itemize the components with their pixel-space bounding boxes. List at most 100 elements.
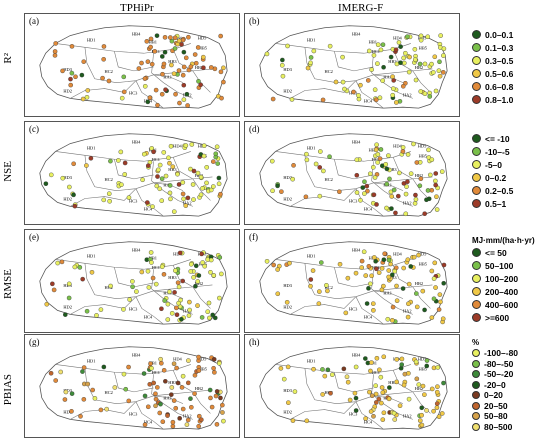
station-marker <box>390 74 395 79</box>
station-marker <box>211 365 216 371</box>
station-marker <box>417 61 423 67</box>
station-marker <box>441 46 447 51</box>
station-marker <box>436 307 442 312</box>
station-marker <box>60 68 65 74</box>
map-panel-a: HD1HB4HB1HD3HC2HC1HB3HD4HD2HC3HA1HB2HB5H… <box>24 13 240 117</box>
station-marker <box>398 365 404 371</box>
plateau-map: HD1HB4HB1HD3HC2HC1HB3HD4HD2HC3HA1HB2HB5H… <box>259 133 448 217</box>
station-marker <box>406 396 412 402</box>
station-marker <box>414 376 420 382</box>
station-marker <box>192 373 198 378</box>
station-marker <box>151 380 156 386</box>
station-marker <box>163 87 168 92</box>
station-marker <box>412 47 418 52</box>
region-label: HB5 <box>419 261 428 266</box>
region-label: HB2 <box>195 173 203 178</box>
station-marker <box>381 410 387 416</box>
region-label: HB2 <box>195 386 203 391</box>
station-marker <box>412 201 418 206</box>
station-marker <box>390 318 395 323</box>
station-marker <box>330 372 335 377</box>
station-marker <box>308 60 313 66</box>
station-marker <box>380 78 385 83</box>
station-marker <box>406 281 412 287</box>
station-marker <box>208 187 214 193</box>
map-panel-g: HD1 HB4 HB1 HD3 HC2 HC1 HB3 HD4 HD2 HC3 HA1 HB2 HB5 H… <box>24 334 240 438</box>
station-marker <box>53 378 58 383</box>
station-marker <box>68 82 73 88</box>
station-marker <box>281 376 287 382</box>
station-marker <box>411 254 417 260</box>
station-marker <box>401 55 406 61</box>
legend-dot-icon <box>472 173 481 182</box>
station-marker <box>431 408 436 414</box>
station-marker <box>320 97 326 103</box>
legend-item: -80–-50 <box>472 359 518 370</box>
station-marker <box>379 385 385 390</box>
station-marker <box>384 181 390 187</box>
station-marker <box>191 197 196 202</box>
station-marker <box>377 95 383 101</box>
station-marker <box>392 268 398 274</box>
station-marker <box>433 88 439 94</box>
station-marker <box>219 271 224 277</box>
station-marker <box>148 250 154 255</box>
station-marker <box>271 262 276 268</box>
station-marker <box>371 192 377 198</box>
station-marker <box>384 205 389 211</box>
legend-dot-icon <box>472 248 481 257</box>
region-label: HC2 <box>105 285 113 290</box>
region-label: HD2 <box>283 409 292 414</box>
station-marker <box>44 301 50 307</box>
station-marker <box>382 251 387 256</box>
station-marker <box>304 418 310 424</box>
station-marker <box>136 66 142 71</box>
station-marker <box>207 387 213 393</box>
legend-item: >=600 <box>472 311 535 324</box>
station-marker <box>176 284 182 290</box>
station-marker <box>163 379 168 384</box>
station-marker <box>342 86 347 92</box>
station-marker <box>390 272 395 278</box>
station-marker <box>379 266 385 271</box>
station-marker <box>170 164 176 169</box>
station-marker <box>373 147 379 153</box>
station-marker <box>85 88 91 93</box>
station-marker <box>434 207 440 212</box>
station-marker <box>284 300 290 305</box>
station-marker <box>187 307 192 313</box>
station-marker <box>376 270 382 275</box>
station-marker <box>362 191 367 196</box>
legend-dot-icon <box>472 56 481 65</box>
station-marker <box>280 63 285 68</box>
station-marker <box>208 257 214 263</box>
plateau-outline <box>259 241 448 325</box>
station-marker <box>94 313 99 318</box>
station-marker <box>217 361 222 366</box>
region-boundary <box>355 296 384 325</box>
station-marker <box>144 39 150 44</box>
station-marker <box>424 197 429 203</box>
region-label: HD2 <box>283 304 292 309</box>
column-title-tphipr: TPHiPr <box>120 2 154 14</box>
station-marker <box>81 59 87 64</box>
plateau-map: HD1HB4HB1HD3HC2HC1HB3HD4HD2HC3HA1HB2HB5H… <box>259 346 448 430</box>
station-marker <box>380 417 386 422</box>
station-marker <box>437 292 443 297</box>
station-marker <box>84 163 89 168</box>
region-label: HB1 <box>369 147 377 152</box>
region-boundary <box>151 161 193 207</box>
station-marker <box>148 36 154 42</box>
legend-item: -50–-20 <box>472 369 518 380</box>
station-marker <box>155 174 160 179</box>
legend-item: 200–400 <box>472 285 535 298</box>
station-marker <box>50 281 55 287</box>
station-marker <box>153 403 158 409</box>
station-marker <box>198 192 204 198</box>
station-marker <box>220 410 225 415</box>
region-label: HB5 <box>419 153 428 158</box>
region-boundary <box>192 391 211 414</box>
station-marker <box>101 57 106 62</box>
region-label: HC4 <box>144 419 153 424</box>
station-marker <box>119 182 124 187</box>
